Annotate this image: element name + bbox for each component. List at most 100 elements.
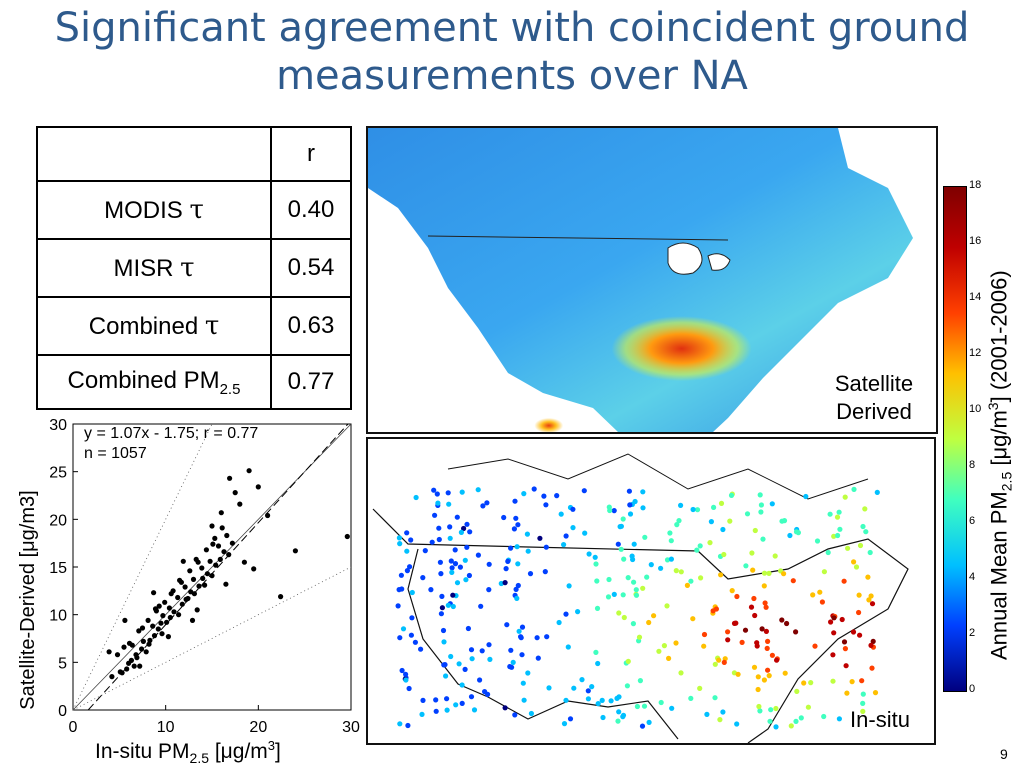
scatter-y-label: Satellite-Derived [μg/m3] <box>17 490 39 709</box>
station-dot <box>542 569 548 575</box>
station-dot <box>585 688 591 694</box>
station-dot <box>836 509 842 515</box>
station-dot <box>810 592 816 598</box>
station-dot <box>710 608 716 614</box>
station-dot <box>698 575 704 581</box>
station-dot <box>805 704 811 710</box>
scatter-point <box>179 601 185 607</box>
station-dot <box>853 564 860 570</box>
scatter-point <box>204 571 210 577</box>
scatter-point <box>139 625 146 631</box>
station-dot <box>400 626 407 632</box>
scatter-point <box>224 532 230 539</box>
scatter-point <box>219 525 225 531</box>
station-dot <box>831 630 837 636</box>
station-dot <box>563 533 569 539</box>
table-row-label: Combined PM2.5 <box>36 354 272 410</box>
station-dot <box>633 587 639 593</box>
station-dot <box>863 529 869 535</box>
station-dot <box>656 648 662 654</box>
station-dot <box>773 705 779 712</box>
slide-title-line2: measurements over NA <box>276 53 748 99</box>
station-dot <box>669 705 675 711</box>
station-dot <box>830 678 836 684</box>
station-dot <box>412 639 418 645</box>
scatter-x-label: In-situ PM2.5 [μg/m3] <box>95 738 281 766</box>
station-dot <box>456 661 462 667</box>
colorbar-label-unit-b: ] (2001-2006) <box>986 270 1012 403</box>
slide-title-line1: Significant agreement with coincident gr… <box>54 5 970 51</box>
guide-line-upper <box>72 423 213 711</box>
scatter-point <box>121 644 127 650</box>
station-dot <box>868 642 874 648</box>
station-dot <box>637 678 643 684</box>
station-dot <box>471 707 478 713</box>
scatter-point <box>218 510 224 516</box>
station-dot <box>821 713 827 720</box>
station-dot <box>690 616 696 622</box>
station-dot <box>446 501 452 507</box>
satellite-label: Satellite Derived <box>818 370 930 426</box>
scatter-point <box>155 626 161 632</box>
station-dot <box>633 592 640 598</box>
satellite-label-line2: Derived <box>836 399 912 424</box>
station-dot <box>397 635 403 641</box>
station-dot <box>666 655 672 661</box>
station-dot <box>408 632 414 638</box>
station-dot <box>461 525 467 532</box>
station-dot <box>787 532 793 539</box>
station-dot <box>396 587 402 593</box>
station-dot <box>594 578 600 584</box>
station-dot <box>707 540 713 546</box>
station-dot <box>514 544 520 550</box>
station-dot <box>579 677 585 683</box>
scatter-point <box>151 633 158 639</box>
station-dot <box>589 684 595 690</box>
station-dot <box>639 723 646 729</box>
table-row-value: 0.40 <box>270 180 352 240</box>
station-dot <box>725 629 731 635</box>
station-dot <box>428 587 434 593</box>
station-dot <box>563 611 569 617</box>
station-dot <box>418 646 424 652</box>
colorbar-tick-label: 14 <box>969 291 982 303</box>
station-dot <box>704 711 710 717</box>
station-dot <box>718 500 725 506</box>
station-dot <box>856 609 862 616</box>
scatter-point <box>177 577 183 583</box>
scatter-point <box>185 595 191 602</box>
station-dot <box>728 492 735 498</box>
station-dot <box>857 542 864 549</box>
station-dot <box>758 502 764 508</box>
station-dot <box>731 620 738 626</box>
station-dot <box>558 511 564 517</box>
scatter-point <box>246 468 252 474</box>
station-dot <box>697 685 703 691</box>
station-dot <box>444 707 450 713</box>
station-dot <box>516 628 522 634</box>
station-dot <box>694 547 700 553</box>
scatter-point <box>217 556 223 562</box>
station-dot <box>768 707 774 713</box>
station-dot <box>480 503 486 509</box>
guide-line-lower <box>72 566 352 711</box>
station-dot <box>739 639 745 645</box>
station-dot <box>449 569 455 575</box>
x-tick-label: 0 <box>69 719 78 736</box>
station-dot <box>571 685 577 691</box>
station-dot <box>842 646 848 652</box>
station-dot <box>640 489 646 495</box>
station-dot <box>860 708 866 714</box>
station-dot <box>866 597 872 603</box>
station-dot <box>779 617 785 623</box>
station-dot <box>651 613 657 619</box>
station-dot <box>661 643 667 649</box>
scatter-point <box>175 594 181 601</box>
station-dot <box>585 696 591 702</box>
station-dot <box>668 538 674 544</box>
station-dot <box>868 593 874 599</box>
station-dot <box>658 565 664 571</box>
scatter-point <box>226 552 232 558</box>
station-dot <box>477 677 483 683</box>
station-dot <box>519 624 526 630</box>
